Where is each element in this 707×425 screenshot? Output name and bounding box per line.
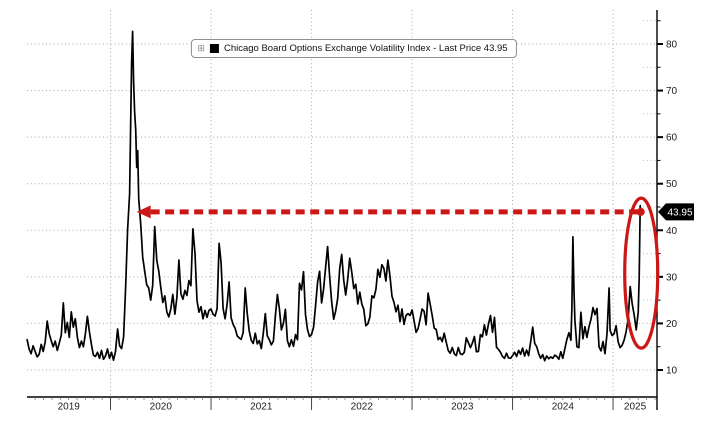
highlight-ellipse (623, 196, 660, 350)
y-tick-label: 80 (666, 39, 678, 50)
x-year-label: 2022 (351, 402, 374, 413)
y-tick-label: 50 (666, 179, 678, 190)
chart-legend[interactable]: ⊞ Chicago Board Options Exchange Volatil… (190, 39, 517, 58)
x-year-label: 2020 (150, 402, 173, 413)
x-year-label: 2024 (552, 402, 575, 413)
price-series-line (26, 30, 642, 362)
red-arrow-origin-dot (636, 207, 645, 216)
x-year-label: 2021 (250, 402, 273, 413)
red-arrow-head-icon (136, 205, 151, 219)
y-tick-label: 40 (666, 226, 678, 237)
y-tick-label: 60 (666, 133, 678, 144)
x-year-label: 2025 (624, 402, 647, 413)
y-tick-label: 10 (666, 365, 678, 376)
last-price-flag-label: 43.95 (667, 207, 692, 218)
legend-series-swatch-icon (209, 44, 219, 53)
y-tick-label: 20 (666, 319, 678, 330)
x-year-label: 2023 (451, 402, 474, 413)
y-tick-label: 30 (666, 272, 678, 283)
legend-label: Chicago Board Options Exchange Volatilit… (223, 43, 508, 54)
x-year-label: 2019 (58, 402, 81, 413)
legend-grip-icon: ⊞ (197, 43, 205, 53)
y-tick-label: 70 (666, 86, 678, 97)
last-price-flag (658, 203, 694, 221)
